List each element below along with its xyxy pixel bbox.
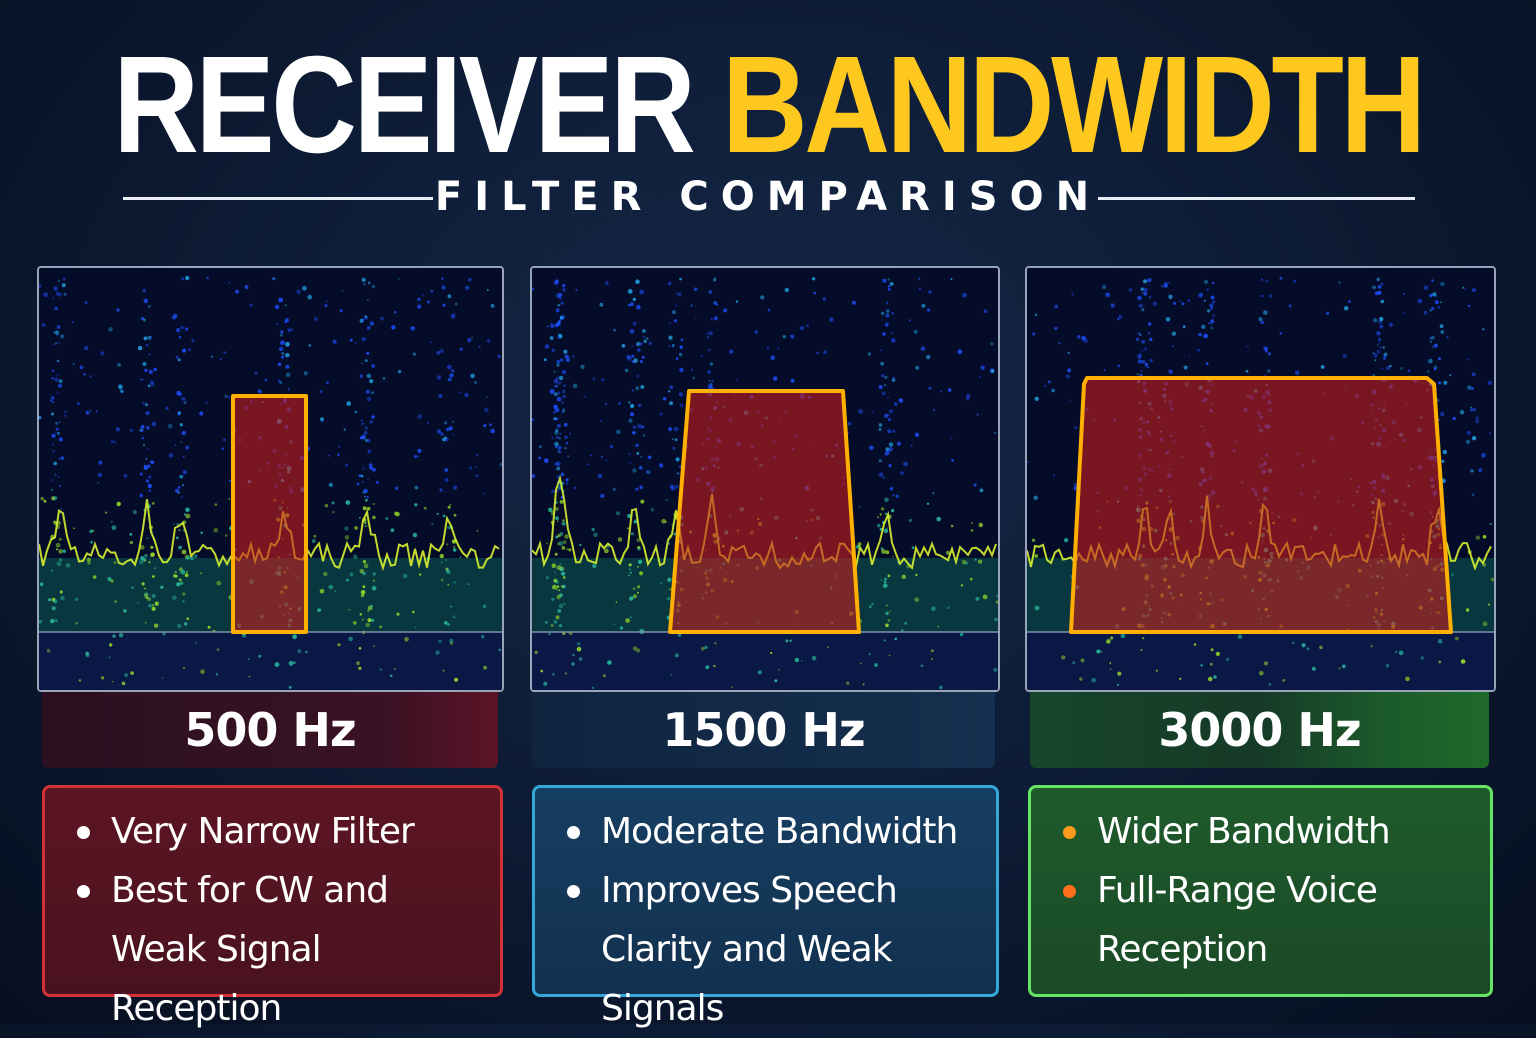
info-box-500hz: Very Narrow Filter Best for CW and Weak … xyxy=(42,785,503,1029)
filter-passband xyxy=(668,389,861,634)
spectrum-panel-1500hz xyxy=(530,266,1000,692)
bandwidth-label-3000hz: 3000 Hz xyxy=(1030,692,1489,768)
main-title: RECEIVER BANDWIDTH xyxy=(108,30,1429,180)
white-dot-icon xyxy=(77,826,90,839)
waterfall-strip xyxy=(39,632,502,690)
filter-passband xyxy=(1069,376,1453,634)
white-dot-icon xyxy=(567,826,580,839)
bullet-item: Improves Speech xyxy=(535,861,996,920)
spectrum-display xyxy=(39,268,502,690)
spectrum-panel-500hz xyxy=(37,266,504,692)
bullet-continuation: Clarity and Weak Signals xyxy=(601,929,893,1029)
white-dot-icon xyxy=(77,885,90,898)
filter-passband xyxy=(231,394,308,634)
bullet-item: Moderate Bandwidth xyxy=(535,802,996,861)
waterfall-strip xyxy=(532,632,998,690)
divider-left xyxy=(123,197,433,200)
spectrum-display xyxy=(1027,268,1494,690)
bullet-item: Wider Bandwidth xyxy=(1031,802,1490,861)
bullet-item: Full-Range Voice xyxy=(1031,861,1490,920)
info-box-1500hz: Moderate Bandwidth Improves Speech Clari… xyxy=(532,785,999,1029)
spectrum-panel-3000hz xyxy=(1025,266,1496,692)
info-box-3000hz: Wider Bandwidth Full-Range Voice Recepti… xyxy=(1028,785,1493,997)
orange-dot-icon xyxy=(1063,826,1076,839)
white-dot-icon xyxy=(567,885,580,898)
signal-dots xyxy=(39,275,502,689)
spectrum-display xyxy=(532,268,998,690)
bandwidth-label-500hz: 500 Hz xyxy=(42,692,498,768)
bullet-continuation: Reception xyxy=(1097,929,1268,970)
title-receiver: RECEIVER xyxy=(113,28,696,182)
waterfall-strip xyxy=(1027,632,1494,690)
title-bandwidth: BANDWIDTH xyxy=(721,28,1426,182)
divider-right xyxy=(1098,197,1415,200)
bullet-item: Best for CW and xyxy=(45,861,500,920)
orange-dot-icon xyxy=(1063,885,1076,898)
bullet-continuation: Weak Signal Reception xyxy=(111,929,322,1029)
subtitle: FILTER COMPARISON xyxy=(434,174,1102,220)
bandwidth-label-1500hz: 1500 Hz xyxy=(532,692,995,768)
bullet-item: Very Narrow Filter xyxy=(45,802,500,861)
